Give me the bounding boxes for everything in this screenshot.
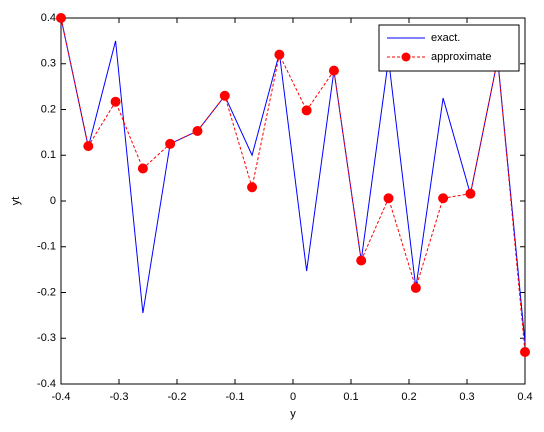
series-line [60,17,526,343]
y-tick-label: -0.4 [37,378,56,390]
x-tick-label: -0.3 [110,391,129,403]
x-tick-label: -0.2 [168,391,187,403]
data-point [465,188,476,199]
x-tick-label: 0.4 [517,391,532,403]
x-tick-label: -0.4 [52,391,71,403]
legend-label: approximate [431,51,492,63]
data-point [137,163,148,174]
data-point [520,346,530,357]
plot-frame [60,17,526,385]
data-point [301,105,312,116]
x-tick-label: 0.2 [401,391,416,403]
legend-marker [401,52,411,62]
data-point [83,141,94,152]
data-point [110,96,121,107]
y-tick-label: 0.4 [41,12,56,24]
x-tick-label: 0 [290,391,296,403]
x-tick-label: -0.1 [226,391,245,403]
y-tick-label: 0.1 [41,149,56,161]
x-tick-label: 0.3 [459,391,474,403]
y-tick-label: -0.1 [37,241,56,253]
y-tick-label: -0.2 [37,286,56,298]
data-point [356,255,367,266]
legend-box [378,24,520,72]
data-point [410,282,421,293]
data-point [56,13,66,23]
data-point [438,193,449,204]
y-tick-label: 0.2 [41,103,56,115]
data-point [247,182,258,193]
data-point [219,90,230,101]
data-point [328,65,339,76]
data-point [274,49,285,60]
data-point [165,138,176,149]
data-point [192,126,203,137]
data-point [383,193,394,204]
legend-label: exact. [431,32,460,44]
y-axis-label: yt [10,197,22,206]
y-tick-label: -0.3 [37,332,56,344]
y-tick-label: 0.3 [41,58,56,70]
x-axis-label: y [290,408,296,420]
y-tick-label: 0 [50,195,56,207]
x-tick-label: 0.1 [343,391,358,403]
